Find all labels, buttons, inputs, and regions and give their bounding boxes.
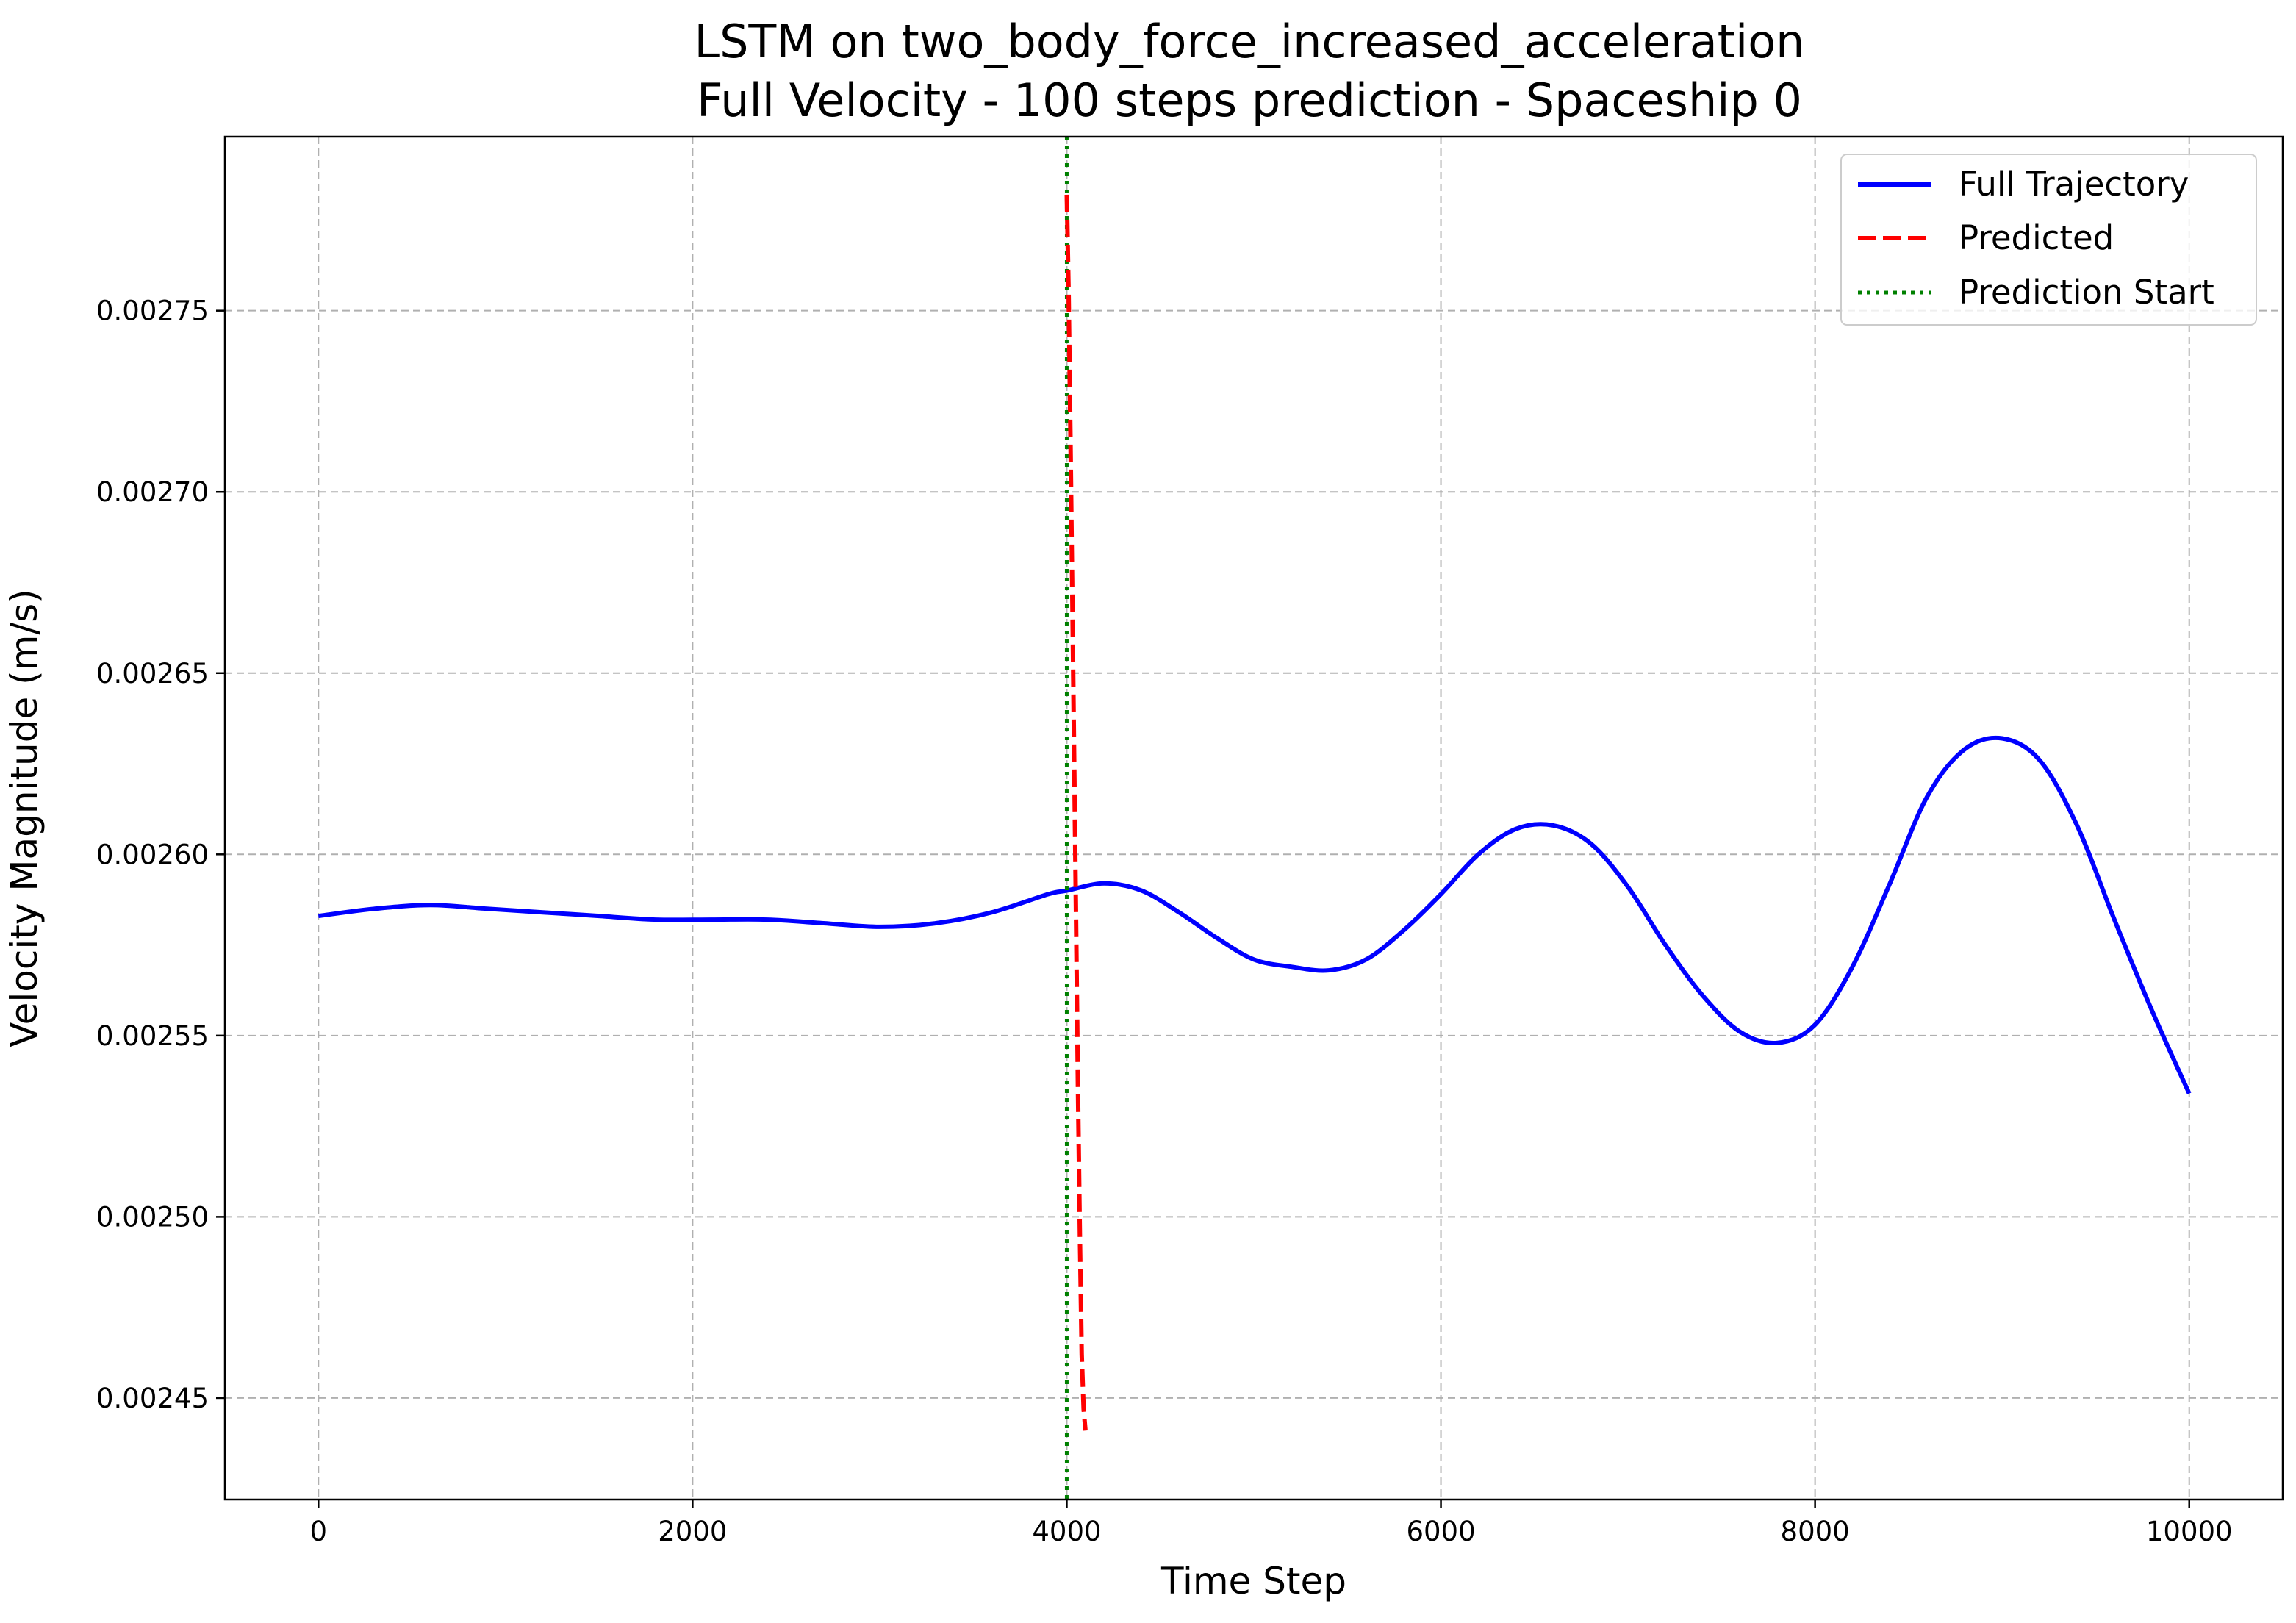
legend-label-predicted: Predicted <box>1959 218 2114 257</box>
legend: Full Trajectory Predicted Prediction Sta… <box>1840 154 2257 326</box>
y-axis-label: Velocity Magnitude (m/s) <box>3 589 46 1047</box>
chart-title: LSTM on two_body_force_increased_acceler… <box>695 15 1805 68</box>
x-tick-label: 6000 <box>1406 1516 1475 1547</box>
y-tick-label: 0.00255 <box>96 1020 209 1052</box>
x-tick-label: 4000 <box>1032 1516 1101 1547</box>
x-tick-label: 2000 <box>658 1516 727 1547</box>
x-tick-label: 0 <box>309 1516 327 1547</box>
y-tick-label: 0.00265 <box>96 658 209 689</box>
y-axis-ticks: 0.00245 0.00250 0.00255 0.00260 0.00265 0.002… <box>96 295 225 1414</box>
legend-label-full-trajectory: Full Trajectory <box>1959 165 2189 204</box>
y-tick-label: 0.00250 <box>96 1201 209 1233</box>
grid <box>225 137 2283 1500</box>
x-tick-label: 10000 <box>2146 1516 2233 1547</box>
legend-box <box>1840 154 2257 326</box>
y-tick-label: 0.00270 <box>96 476 209 508</box>
x-tick-label: 8000 <box>1781 1516 1850 1547</box>
series-full-trajectory <box>318 735 2192 1094</box>
plot-area-frame <box>223 135 2284 1501</box>
y-tick-label: 0.00275 <box>96 295 209 327</box>
plot-lines <box>318 137 2192 1500</box>
x-axis-ticks: 0 2000 4000 6000 8000 10000 <box>309 1500 2233 1547</box>
chart-subtitle: Full Velocity - 100 steps prediction - S… <box>697 74 1802 127</box>
y-tick-label: 0.00245 <box>96 1383 209 1414</box>
legend-label-prediction-start: Prediction Start <box>1959 273 2214 312</box>
x-axis-label: Time Step <box>1160 1560 1346 1602</box>
y-tick-label: 0.00260 <box>96 839 209 870</box>
series-predicted <box>1064 194 1088 1431</box>
